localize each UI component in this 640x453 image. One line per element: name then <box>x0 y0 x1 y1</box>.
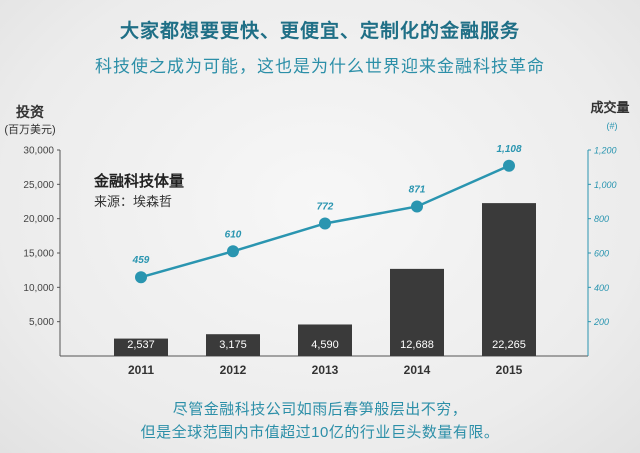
right-tick-label: 600 <box>594 249 609 259</box>
x-tick-label: 2015 <box>496 363 523 377</box>
bar-value-label: 22,265 <box>492 339 526 351</box>
footnote-line-1: 尽管金融科技公司如雨后春笋般层出不穷， <box>172 401 468 418</box>
right-tick-label: 1,000 <box>594 180 617 190</box>
line-value-label: 1,108 <box>496 144 521 155</box>
bar-2011 <box>114 338 168 356</box>
chart-headline: 大家都想要更快、更便宜、定制化的金融服务 <box>119 21 520 42</box>
bar-2014 <box>390 268 444 356</box>
x-tick-label: 2011 <box>128 363 154 377</box>
x-tick-label: 2012 <box>220 363 247 377</box>
bar-value-label: 2,537 <box>127 339 155 351</box>
chart-title: 金融科技体量 <box>93 172 184 190</box>
bar-2015 <box>482 203 536 356</box>
line-series: 459 610 772 871 1,108 <box>132 144 522 284</box>
left-axis-label: 投资 <box>16 104 44 120</box>
right-tick-label: 200 <box>593 317 609 327</box>
left-tick-label: 15,000 <box>23 249 54 260</box>
line-value-label: 459 <box>132 255 150 266</box>
left-tick-label: 30,000 <box>23 146 54 157</box>
right-tick-label: 800 <box>594 214 609 224</box>
bar-value-label: 3,175 <box>219 339 247 351</box>
footnote-line-2: 但是全球范围内市值超过10亿的行业巨头数量有限。 <box>140 424 500 441</box>
x-tick-label: 2013 <box>312 363 339 377</box>
bar-2013 <box>298 324 352 356</box>
line-value-label: 871 <box>409 184 426 195</box>
right-tick-label: 400 <box>594 283 609 293</box>
bar-value-label: 12,688 <box>400 339 434 351</box>
line-value-label: 772 <box>317 201 334 212</box>
left-tick-label: 5,000 <box>29 317 54 328</box>
line-point-2014 <box>411 200 423 213</box>
bar-2012 <box>206 334 260 356</box>
line-point-2015 <box>503 159 515 172</box>
bar-series: 2,537 3,175 4,590 12,688 22,265 <box>114 203 536 356</box>
right-axis-unit: (#) <box>607 121 618 131</box>
right-axis-label: 成交量 <box>590 100 629 115</box>
x-tick-label: 2014 <box>404 363 431 377</box>
line-point-2013 <box>319 217 331 230</box>
chart-source: 来源：埃森哲 <box>94 194 172 209</box>
left-tick-label: 20,000 <box>23 214 54 225</box>
line-value-label: 610 <box>225 229 242 240</box>
bar-value-label: 4,590 <box>311 339 339 351</box>
x-axis-labels: 2011 2012 2013 2014 2015 <box>128 363 523 377</box>
right-tick-label: 1,200 <box>594 146 617 156</box>
right-axis: 200 400 600 800 1,000 1,200 <box>587 146 617 356</box>
line-point-2011 <box>135 271 147 284</box>
left-tick-label: 10,000 <box>23 283 54 294</box>
line-point-2012 <box>227 245 239 258</box>
chart-subheadline: 科技使之成为可能，这也是为什么世界迎来金融科技革命 <box>95 57 545 76</box>
left-axis-unit: (百万美元) <box>4 123 55 136</box>
left-tick-label: 25,000 <box>23 180 54 191</box>
